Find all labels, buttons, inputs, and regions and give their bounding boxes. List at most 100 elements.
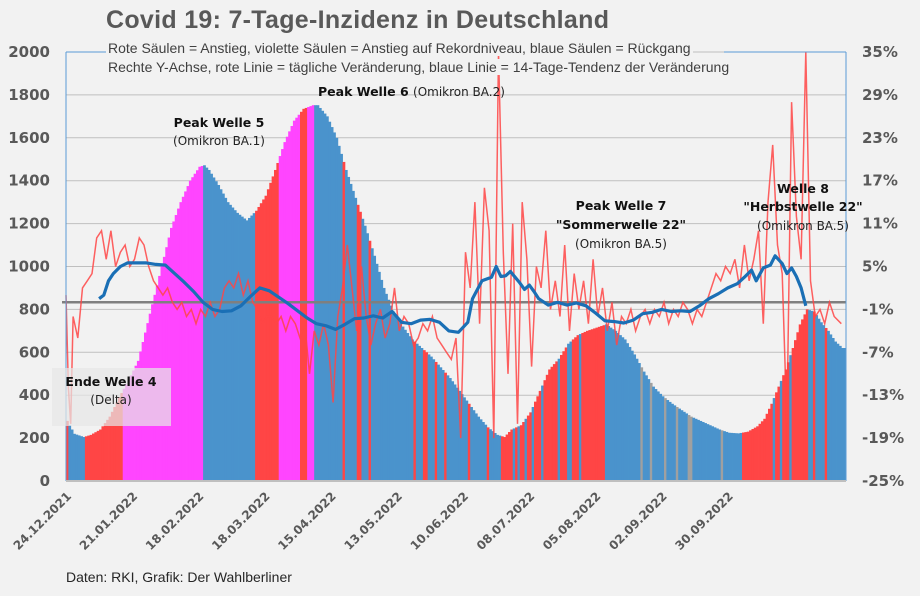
incidence-bar — [838, 345, 842, 481]
incidence-bar — [742, 432, 745, 481]
incidence-bar — [789, 355, 793, 481]
incidence-bar — [597, 326, 601, 481]
incidence-bar — [342, 161, 346, 481]
y-right-tick-label: 17% — [862, 172, 898, 190]
incidence-bar — [602, 325, 606, 481]
incidence-bar — [798, 324, 802, 481]
incidence-bar — [207, 169, 211, 481]
incidence-bar — [344, 169, 348, 481]
incidence-bar — [491, 431, 495, 481]
incidence-bar — [697, 419, 700, 481]
y-right-tick-label: -19% — [862, 429, 904, 447]
incidence-bar — [103, 423, 107, 481]
incidence-bar — [642, 371, 646, 481]
incidence-bar — [250, 215, 254, 481]
incidence-bar — [75, 434, 79, 481]
incidence-bar — [836, 343, 840, 481]
incidence-bar — [619, 335, 622, 481]
incidence-bar — [548, 369, 551, 481]
incidence-bar — [652, 386, 655, 481]
incidence-bar — [529, 412, 533, 481]
incidence-bar — [238, 214, 242, 481]
incidence-bar — [337, 145, 341, 481]
incidence-bar — [763, 418, 767, 481]
incidence-bar — [562, 351, 566, 481]
incidence-bar — [791, 348, 795, 481]
incidence-bar — [198, 166, 202, 481]
incidence-bar — [354, 197, 358, 482]
incidence-bar — [744, 432, 748, 481]
incidence-bar — [96, 430, 100, 481]
incidence-bar — [777, 386, 781, 481]
annotation-text: Peak Welle 7 — [576, 198, 667, 213]
incidence-bar — [283, 142, 287, 481]
incidence-bar — [588, 330, 592, 481]
incidence-bar — [432, 359, 436, 481]
x-tick-label: 24.12.2021 — [11, 489, 75, 553]
incidence-bar — [460, 394, 464, 481]
incidence-bar — [68, 425, 72, 481]
incidence-bar — [815, 315, 819, 481]
annotation-text: Ende Welle 4 — [65, 374, 156, 389]
incidence-bar — [311, 105, 315, 482]
incidence-bar — [330, 127, 334, 481]
incidence-bar — [94, 432, 98, 481]
y-right-tick-label: -13% — [862, 386, 904, 404]
incidence-bar — [300, 111, 303, 482]
incidence-bar — [382, 287, 386, 481]
incidence-bar — [824, 327, 828, 481]
incidence-bar — [583, 331, 587, 481]
incidence-bar — [536, 396, 540, 481]
incidence-bar — [723, 431, 726, 481]
incidence-bar — [661, 396, 665, 481]
incidence-bar — [671, 403, 674, 481]
incidence-bar — [829, 334, 833, 481]
annotation-text: (Omikron BA.1) — [173, 134, 265, 148]
incidence-bar — [70, 429, 74, 481]
incidence-bar — [323, 113, 327, 482]
y-left-tick-label: 1400 — [8, 172, 50, 190]
incidence-bar — [534, 401, 537, 481]
incidence-bar — [623, 339, 627, 481]
incidence-bar — [193, 173, 197, 481]
incidence-bar — [179, 202, 183, 481]
incidence-bar — [257, 206, 261, 481]
incidence-bar — [812, 311, 816, 481]
incidence-bar — [101, 426, 105, 481]
y-left-tick-label: 1000 — [8, 258, 50, 276]
incidence-bar — [581, 332, 585, 481]
incidence-bar — [231, 207, 235, 481]
incidence-bar — [264, 195, 268, 481]
incidence-bar — [843, 348, 847, 481]
incidence-bar — [368, 240, 372, 481]
incidence-bar — [411, 339, 414, 481]
incidence-bar — [463, 397, 466, 481]
incidence-bar — [437, 364, 440, 481]
incidence-bar — [245, 220, 249, 481]
y-right-tick-label: 11% — [862, 215, 898, 233]
incidence-bar — [649, 382, 653, 481]
incidence-bar — [356, 204, 360, 482]
incidence-bar — [408, 336, 412, 481]
subtitle-line-2: Rechte Y-Achse, rote Linie = tägliche Ve… — [106, 59, 732, 75]
incidence-bar — [406, 332, 410, 481]
y-right-tick-label: 5% — [862, 258, 887, 276]
incidence-bar — [274, 169, 277, 481]
incidence-bar — [120, 393, 124, 481]
incidence-bar — [560, 354, 563, 481]
y-right-tick-label: -7% — [862, 343, 894, 361]
x-tick-label: 18.02.2022 — [143, 489, 207, 553]
incidence-bar — [266, 189, 270, 481]
incidence-bar — [694, 418, 698, 481]
incidence-bar — [517, 426, 521, 481]
incidence-bar — [727, 432, 731, 481]
incidence-bar — [760, 421, 764, 481]
incidence-bar — [262, 199, 265, 481]
incidence-bar — [248, 217, 251, 482]
incidence-bar — [706, 424, 710, 481]
incidence-bar — [734, 433, 738, 481]
incidence-bar — [129, 375, 133, 481]
y-right-tick-label: -1% — [862, 300, 894, 318]
incidence-bar — [172, 221, 176, 481]
